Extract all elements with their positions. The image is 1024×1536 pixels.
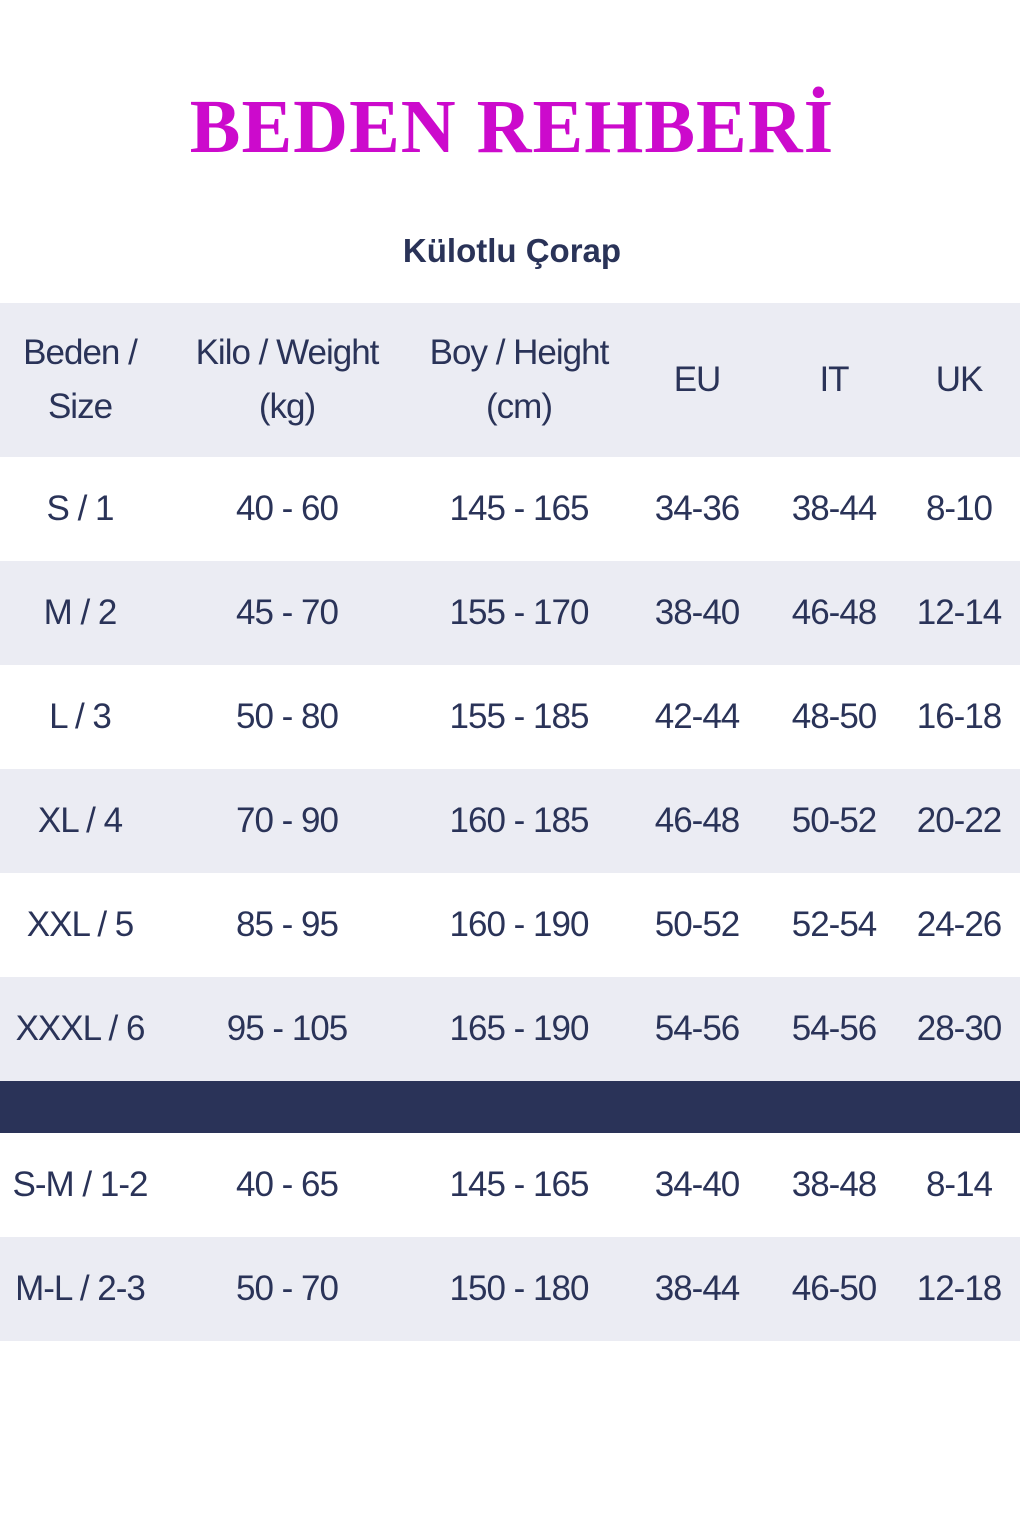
table-header: Beden / Size Kilo / Weight (kg) Boy / Heig… <box>0 303 1020 457</box>
table-cell: 95 - 105 <box>226 1009 348 1048</box>
table-cell: 20-22 <box>916 801 1003 840</box>
table-cell: 38-44 <box>654 1269 741 1308</box>
table-cell: 28-30 <box>916 1009 1003 1048</box>
table-cell: 150 - 180 <box>449 1269 590 1308</box>
table-cell: 145 - 165 <box>449 1165 590 1204</box>
table-cell: M-L / 2-3 <box>15 1269 146 1308</box>
table-cell: M / 2 <box>43 593 118 632</box>
table-cell: 70 - 90 <box>236 801 339 840</box>
table-cell: 155 - 185 <box>449 697 590 736</box>
header-line: Boy / Height <box>429 333 610 372</box>
table-cell: 38-48 <box>791 1165 878 1204</box>
table-cell: 54-56 <box>654 1009 741 1048</box>
table-cell: 50 - 80 <box>236 697 339 736</box>
table-cell: 155 - 170 <box>449 593 590 632</box>
header-eu: EU <box>673 360 722 399</box>
table-cell: 34-40 <box>654 1165 741 1204</box>
header-line: (cm) <box>486 387 553 426</box>
table-cell: 24-26 <box>916 905 1003 944</box>
table-cell: 40 - 65 <box>236 1165 339 1204</box>
table-cell: 34-36 <box>654 489 741 528</box>
table-row: L / 3 50 - 80 155 - 185 42-44 48-50 16-18 <box>0 665 1020 769</box>
table-cell: 42-44 <box>654 697 741 736</box>
table-cell: 38-44 <box>791 489 878 528</box>
table-cell: 12-18 <box>916 1269 1003 1308</box>
header-uk: UK <box>935 360 984 399</box>
table-row: M / 2 45 - 70 155 - 170 38-40 46-48 12-14 <box>0 561 1020 665</box>
table-cell: 46-48 <box>654 801 741 840</box>
table-cell: 8-10 <box>925 489 993 528</box>
table-row: XL / 4 70 - 90 160 - 185 46-48 50-52 20-22 <box>0 769 1020 873</box>
table-cell: 160 - 190 <box>449 905 590 944</box>
table-cell: 38-40 <box>654 593 741 632</box>
table-cell: 12-14 <box>916 593 1003 632</box>
header-line: (kg) <box>258 387 316 426</box>
table-cell: L / 3 <box>49 697 112 736</box>
table-cell: 40 - 60 <box>236 489 339 528</box>
table-cell: 85 - 95 <box>236 905 339 944</box>
table-cell: 16-18 <box>916 697 1003 736</box>
header-height: Boy / Height (cm) <box>414 326 624 434</box>
table-row: M-L / 2-3 50 - 70 150 - 180 38-44 46-50 12-18 <box>0 1237 1020 1341</box>
table-cell: XL / 4 <box>37 801 123 840</box>
table-cell: 50-52 <box>791 801 878 840</box>
table-cell: 8-14 <box>925 1165 993 1204</box>
header-it: IT <box>819 360 849 399</box>
table-cell: S-M / 1-2 <box>12 1165 149 1204</box>
table-cell: XXXL / 6 <box>15 1009 146 1048</box>
section-separator <box>0 1081 1020 1133</box>
header-weight: Kilo / Weight (kg) <box>160 326 414 434</box>
table-row: XXXL / 6 95 - 105 165 - 190 54-56 54-56 28-30 <box>0 977 1020 1081</box>
header-size: Beden / Size <box>0 326 160 434</box>
table-row: S-M / 1-2 40 - 65 145 - 165 34-40 38-48 8-14 <box>0 1133 1020 1237</box>
table-cell: 48-50 <box>791 697 878 736</box>
table-cell: 165 - 190 <box>449 1009 590 1048</box>
table-row: S / 1 40 - 60 145 - 165 34-36 38-44 8-10 <box>0 457 1020 561</box>
header-line: Beden / <box>23 333 138 372</box>
table-cell: 50 - 70 <box>236 1269 339 1308</box>
table-cell: 54-56 <box>791 1009 878 1048</box>
table-cell: XXL / 5 <box>26 905 135 944</box>
table-cell: 45 - 70 <box>236 593 339 632</box>
page-title: BEDEN REHBERİ <box>189 85 835 169</box>
table-cell: 46-50 <box>791 1269 878 1308</box>
table-cell: 46-48 <box>791 593 878 632</box>
table-row: XXL / 5 85 - 95 160 - 190 50-52 52-54 24-26 <box>0 873 1020 977</box>
table-cell: 52-54 <box>791 905 878 944</box>
table-cell: 50-52 <box>654 905 741 944</box>
table-cell: S / 1 <box>46 489 115 528</box>
header-line: Size <box>47 387 113 426</box>
header-line: Kilo / Weight <box>195 333 380 372</box>
product-subtitle: Külotlu Çorap <box>402 232 622 269</box>
table-cell: 145 - 165 <box>449 489 590 528</box>
table-cell: 160 - 185 <box>449 801 590 840</box>
size-table: Beden / Size Kilo / Weight (kg) Boy / Heig… <box>0 303 1020 1341</box>
